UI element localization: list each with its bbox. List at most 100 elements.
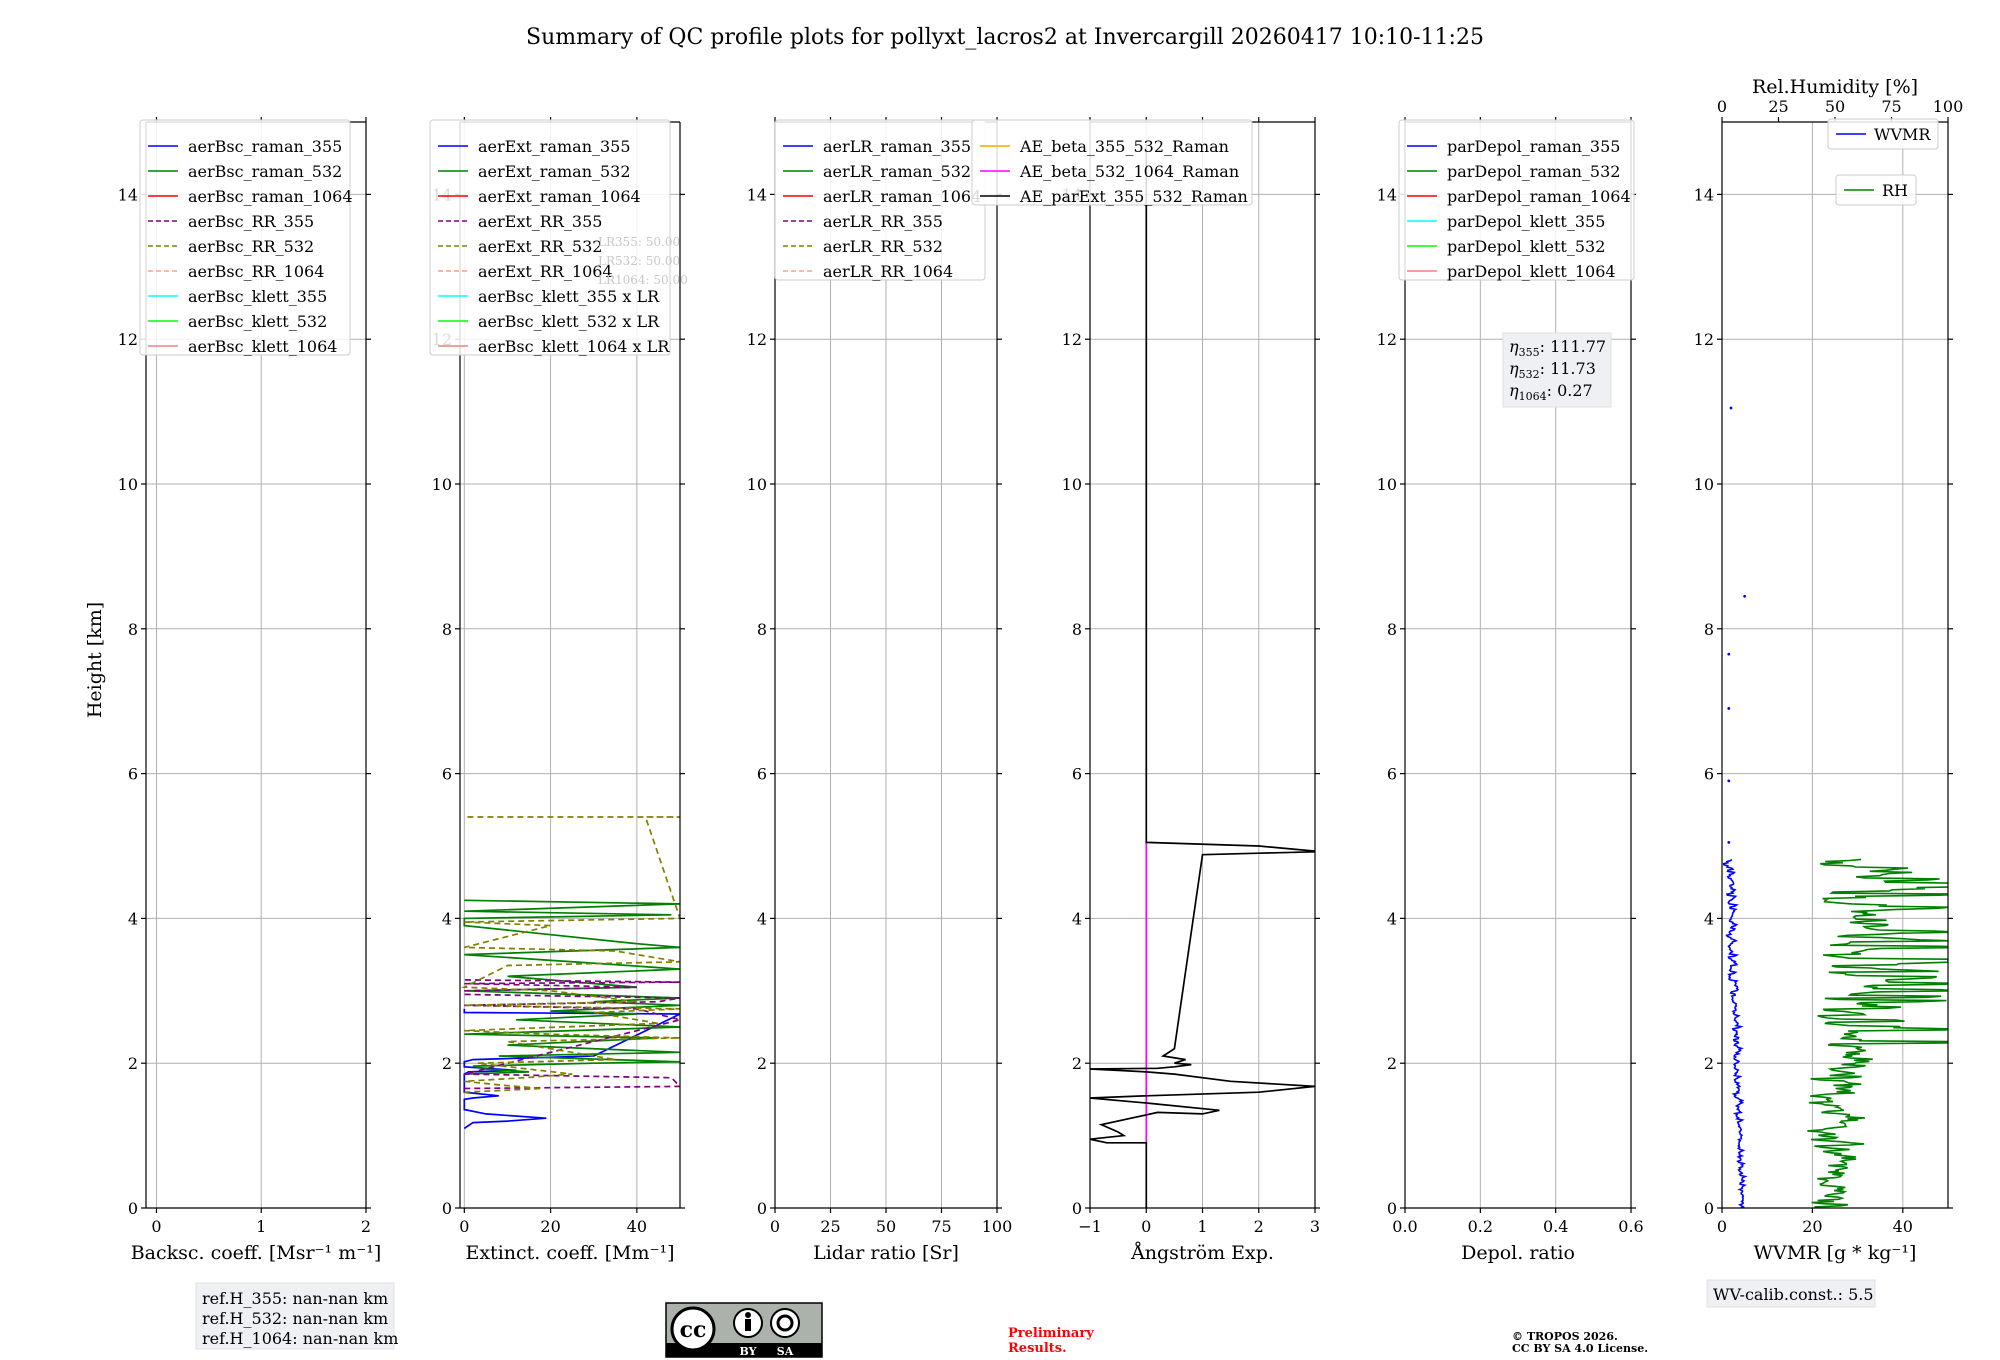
xtick-label: 0.2 (1468, 1217, 1493, 1236)
ytick-label: 10 (432, 475, 452, 494)
x2axis-label: Rel.Humidity [%] (1752, 76, 1918, 98)
eta-value: : 0.27 (1547, 381, 1593, 400)
legend-label: aerLR_raman_532 (823, 162, 971, 181)
legend-label: RH (1882, 181, 1908, 200)
eta-symbol: η (1509, 337, 1519, 356)
ytick-label: 4 (1387, 909, 1397, 928)
legend-label: AE_parExt_355_532_Raman (1019, 187, 1248, 206)
profile-panels: 024681012140 1 2Backsc. coeff. [Msr⁻¹ m⁻¹]… (118, 76, 1987, 1264)
xtick-label: 0 (1141, 1217, 1151, 1236)
ytick-label: 4 (442, 909, 452, 928)
eta-value: : 111.77 (1540, 337, 1606, 356)
eta-symbol: η (1509, 381, 1519, 400)
legend-wvmr: WVMR (1828, 119, 1938, 149)
legend-label: parDepol_raman_355 (1447, 137, 1620, 156)
ytick-label: 0 (128, 1199, 138, 1218)
x2tick-label: 75 (1881, 97, 1901, 116)
legend-label: aerExt_RR_532 (478, 237, 602, 256)
ytick-label: 8 (128, 620, 138, 639)
legend-label: aerBsc_raman_532 (188, 162, 342, 181)
ref-height-1064: ref.H_1064: nan-nan km (202, 1329, 398, 1348)
ytick-label: 4 (1072, 909, 1082, 928)
legend-label: aerBsc_klett_355 (188, 287, 327, 306)
wvmr-point (1743, 595, 1746, 598)
legend-label: aerBsc_RR_355 (188, 212, 314, 231)
xaxis-label: Lidar ratio [Sr] (813, 1242, 959, 1264)
ytick-label: 12 (1694, 330, 1714, 349)
legend-label: aerLR_raman_355 (823, 137, 971, 156)
legend-label: aerLR_RR_1064 (823, 262, 953, 281)
series-aerext_raman_532 (464, 900, 680, 1074)
ytick-label: 8 (1387, 620, 1397, 639)
xaxis-label: Ångström Exp. (1130, 1242, 1274, 1264)
xtick-label: 75 (931, 1217, 951, 1236)
eta-symbol: η (1509, 359, 1519, 378)
ytick-label: 14 (1694, 185, 1714, 204)
legend-label: parDepol_raman_1064 (1447, 187, 1631, 206)
series-group (464, 817, 680, 1128)
series-rh (1807, 859, 1986, 1208)
sa-text: SA (777, 1345, 794, 1358)
xtick-label: 1 (256, 1217, 266, 1236)
eta-sub: 1064 (1519, 390, 1547, 403)
xtick-label: 0 (459, 1217, 469, 1236)
xtick-label: 2 (361, 1217, 371, 1236)
xtick-label: 40 (627, 1217, 647, 1236)
legend-label: aerBsc_klett_355 x LR (478, 287, 660, 306)
lr-note: LR1064: 50.00 (598, 273, 688, 287)
legend-label: parDepol_klett_532 (1447, 237, 1605, 256)
ytick-label: 0 (442, 1199, 452, 1218)
xtick-label: 0 (1717, 1217, 1727, 1236)
ytick-label: 12 (747, 330, 767, 349)
xtick-label: 40 (1893, 1217, 1913, 1236)
ytick-label: 10 (118, 475, 138, 494)
ytick-label: 2 (1072, 1054, 1082, 1073)
legend-label: parDepol_raman_532 (1447, 162, 1620, 181)
ytick-label: 2 (1704, 1054, 1714, 1073)
legend: parDepol_raman_355 parDepol_raman_532 parD… (1399, 120, 1634, 281)
legend-label: aerBsc_RR_1064 (188, 262, 324, 281)
xtick-label: 25 (820, 1217, 840, 1236)
ytick-label: 12 (1062, 330, 1082, 349)
xaxis-label: Depol. ratio (1461, 1242, 1575, 1264)
xaxis-label: Backsc. coeff. [Msr⁻¹ m⁻¹] (131, 1242, 382, 1264)
legend-label: parDepol_klett_355 (1447, 212, 1605, 231)
legend-label: WVMR (1874, 125, 1931, 144)
ytick-label: 6 (1704, 765, 1714, 784)
ref-height-532: ref.H_532: nan-nan km (202, 1309, 388, 1328)
xtick-label: 0.6 (1618, 1217, 1643, 1236)
xtick-label: 0.4 (1543, 1217, 1568, 1236)
xtick-label: 0 (770, 1217, 780, 1236)
legend-rh: RH (1836, 175, 1916, 205)
wv-calib-box: WV-calib.const.: 5.5 (1707, 1280, 1875, 1307)
x2tick-label: 100 (1933, 97, 1964, 116)
ytick-label: 2 (442, 1054, 452, 1073)
ytick-label: 10 (1377, 475, 1397, 494)
legend-label: AE_beta_355_532_Raman (1019, 137, 1229, 156)
legend-label: aerExt_raman_355 (478, 137, 631, 156)
xtick-label: −1 (1078, 1217, 1102, 1236)
series-wvmr (1724, 859, 1745, 1208)
xtick-label: 0.0 (1392, 1217, 1417, 1236)
cc-text: cc (680, 1317, 707, 1343)
figure-title: Summary of QC profile plots for pollyxt_… (526, 25, 1484, 50)
ytick-label: 0 (1072, 1199, 1082, 1218)
x2tick-label: 25 (1768, 97, 1788, 116)
ytick-label: 12 (118, 330, 138, 349)
panel-wv: 0 2 4 6 8 10 12 14 0 20 40 WVMR [g * kg⁻¹] 0 25 50 75 10… (1694, 76, 1987, 1264)
legend-label: aerExt_RR_355 (478, 212, 602, 231)
ytick-label: 2 (757, 1054, 767, 1073)
xtick-label: 50 (876, 1217, 896, 1236)
ref-height-box: ref.H_355: nan-nan km ref.H_532: nan-nan… (196, 1283, 398, 1349)
xtick-label: 3 (1310, 1217, 1320, 1236)
ytick-label: 6 (128, 765, 138, 784)
ytick-label: 14 (747, 185, 767, 204)
legend-label: aerBsc_klett_532 (188, 312, 327, 331)
panel-lr: 024681012140 25 50 75 100Lidar ratio [Sr]aer… (747, 117, 1013, 1264)
ytick-label: 6 (757, 765, 767, 784)
ytick-label: 4 (757, 909, 767, 928)
ytick-label: 8 (442, 620, 452, 639)
